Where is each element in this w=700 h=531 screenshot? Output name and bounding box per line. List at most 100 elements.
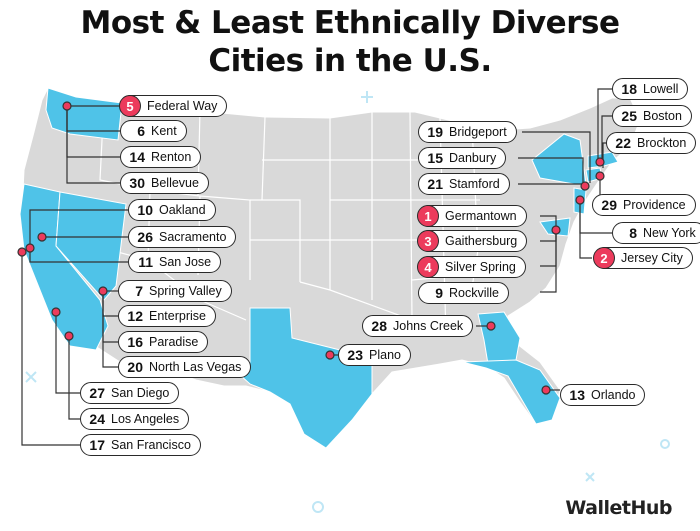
label-jersey-city[interactable]: 2 Jersey City (593, 247, 693, 269)
city-name: Silver Spring (445, 260, 516, 274)
city-name: North Las Vegas (149, 360, 242, 374)
city-name: Boston (643, 109, 682, 123)
marker-orlando[interactable] (541, 385, 551, 395)
marker-los-angeles[interactable] (51, 307, 61, 317)
label-orlando[interactable]: 13 Orlando (560, 384, 646, 406)
city-name: Johns Creek (393, 319, 464, 333)
rank-number: 29 (601, 197, 617, 213)
label-bellevue[interactable]: 30 Bellevue (120, 172, 209, 194)
label-north-las-vegas[interactable]: 20 North Las Vegas (118, 356, 252, 378)
rank-number: 8 (629, 225, 637, 241)
rank-number: 28 (371, 318, 387, 334)
marker-connecticut[interactable] (580, 181, 590, 191)
marker-new-york[interactable] (575, 195, 585, 205)
label-san-jose[interactable]: 11 San Jose (128, 251, 222, 273)
label-sacramento[interactable]: 26 Sacramento (128, 226, 237, 248)
marker-maryland[interactable] (551, 225, 561, 235)
city-name: San Diego (111, 386, 170, 400)
city-name: Oakland (159, 203, 206, 217)
city-name: Providence (623, 198, 686, 212)
label-spring-valley[interactable]: 7 Spring Valley (118, 280, 232, 302)
rank-number: 21 (427, 176, 443, 192)
label-new-york[interactable]: 8 New York (612, 222, 700, 244)
marker-sacramento[interactable] (37, 232, 47, 242)
rank-number: 12 (127, 308, 143, 324)
rank-number: 24 (89, 411, 105, 427)
city-name: Los Angeles (111, 412, 180, 426)
city-name: Plano (369, 348, 401, 362)
label-renton[interactable]: 14 Renton (120, 146, 202, 168)
rank-number: 18 (621, 81, 637, 97)
map-title: Most & Least Ethnically Diverse Cities i… (0, 4, 700, 80)
city-name: Federal Way (147, 99, 218, 113)
marker-seattle-area[interactable] (62, 101, 72, 111)
rank-number: 6 (137, 123, 145, 139)
marker-las-vegas[interactable] (98, 286, 108, 296)
city-name: Stamford (449, 177, 500, 191)
rank-number: 10 (137, 202, 153, 218)
highlighted-states (19, 87, 619, 449)
label-germantown[interactable]: 1 Germantown (417, 205, 527, 227)
rank-number: 30 (129, 175, 145, 191)
city-name: Bellevue (151, 176, 199, 190)
label-brockton[interactable]: 22 Brockton (606, 132, 697, 154)
label-san-diego[interactable]: 27 San Diego (80, 382, 180, 404)
city-name: Renton (151, 150, 192, 164)
marker-bay-area[interactable] (17, 247, 27, 257)
rank-badge: 4 (417, 256, 439, 278)
label-stamford[interactable]: 21 Stamford (418, 173, 510, 195)
rank-number: 25 (621, 108, 637, 124)
city-name: New York (643, 226, 696, 240)
label-enterprise[interactable]: 12 Enterprise (118, 305, 216, 327)
rank-badge: 1 (417, 205, 439, 227)
marker-johns-creek[interactable] (486, 321, 496, 331)
label-johns-creek[interactable]: 28 Johns Creek (362, 315, 474, 337)
label-providence[interactable]: 29 Providence (592, 194, 696, 216)
city-name: Sacramento (159, 230, 227, 244)
label-plano[interactable]: 23 Plano (338, 344, 411, 366)
marker-oakland[interactable] (25, 243, 35, 253)
city-name: Spring Valley (149, 284, 222, 298)
wallethub-logo: WalletHub (565, 497, 672, 519)
rank-number: 11 (138, 254, 153, 270)
label-oakland[interactable]: 10 Oakland (128, 199, 216, 221)
label-silver-spring[interactable]: 4 Silver Spring (417, 256, 526, 278)
marker-massachusetts[interactable] (595, 157, 605, 167)
rank-number: 27 (89, 385, 105, 401)
label-boston[interactable]: 25 Boston (612, 105, 692, 127)
rank-number: 13 (569, 387, 585, 403)
city-name: Kent (151, 124, 177, 138)
city-name: Jersey City (621, 251, 683, 265)
state-florida (461, 359, 561, 425)
label-danbury[interactable]: 15 Danbury (418, 147, 507, 169)
city-markers (17, 101, 605, 395)
marker-san-diego[interactable] (64, 331, 74, 341)
label-kent[interactable]: 6 Kent (120, 120, 187, 142)
rank-number: 19 (427, 124, 443, 140)
label-paradise[interactable]: 16 Paradise (118, 331, 209, 353)
label-los-angeles[interactable]: 24 Los Angeles (80, 408, 190, 430)
rank-number: 17 (89, 437, 105, 453)
city-name: Rockville (449, 286, 500, 300)
city-name: Danbury (449, 151, 497, 165)
city-name: Gaithersburg (445, 234, 518, 248)
rank-number: 20 (127, 359, 143, 375)
rank-number: 9 (435, 285, 443, 301)
label-federal-way[interactable]: 5 Federal Way (119, 95, 228, 117)
label-lowell[interactable]: 18 Lowell (612, 78, 689, 100)
label-bridgeport[interactable]: 19 Bridgeport (418, 121, 517, 143)
marker-providence[interactable] (595, 171, 605, 181)
marker-plano[interactable] (325, 350, 335, 360)
label-san-francisco[interactable]: 17 San Francisco (80, 434, 201, 456)
city-name: Bridgeport (449, 125, 507, 139)
city-name: Brockton (637, 136, 687, 150)
city-name: Enterprise (149, 309, 206, 323)
label-rockville[interactable]: 9 Rockville (418, 282, 510, 304)
city-name: San Jose (159, 255, 212, 269)
rank-number: 26 (137, 229, 153, 245)
rank-number: 14 (129, 149, 145, 165)
city-name: Orlando (591, 388, 636, 402)
rank-number: 16 (127, 334, 143, 350)
rank-badge: 3 (417, 230, 439, 252)
label-gaithersburg[interactable]: 3 Gaithersburg (417, 230, 528, 252)
